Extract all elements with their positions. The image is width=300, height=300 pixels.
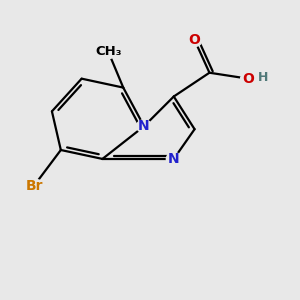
Ellipse shape xyxy=(25,179,44,192)
Ellipse shape xyxy=(166,152,181,166)
Text: O: O xyxy=(242,72,254,86)
Ellipse shape xyxy=(241,72,256,85)
Text: H: H xyxy=(258,71,268,84)
Ellipse shape xyxy=(242,72,266,85)
Text: Br: Br xyxy=(25,179,43,193)
Ellipse shape xyxy=(187,34,202,46)
Ellipse shape xyxy=(136,120,152,133)
Text: N: N xyxy=(138,119,150,133)
Text: N: N xyxy=(168,152,180,166)
Ellipse shape xyxy=(99,45,118,58)
Text: O: O xyxy=(189,33,200,47)
Text: CH₃: CH₃ xyxy=(95,45,122,58)
